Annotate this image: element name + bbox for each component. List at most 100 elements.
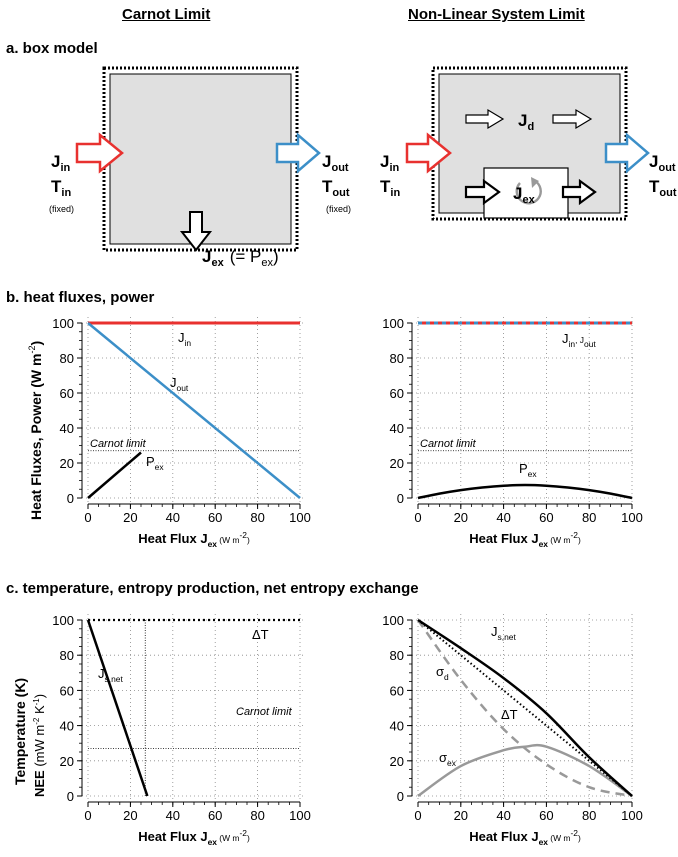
y-tick-label: 80 bbox=[390, 648, 404, 663]
x-tick-label: 60 bbox=[539, 808, 553, 823]
y-tick-label: 60 bbox=[60, 683, 74, 698]
engine-in-arrow-icon bbox=[464, 178, 501, 206]
jsnet-annotation: Js,net bbox=[491, 624, 516, 642]
tin-label: Tin bbox=[380, 177, 400, 199]
x-tick-label: 60 bbox=[208, 808, 222, 823]
y-tick-label: 20 bbox=[390, 456, 404, 471]
jout-arrow-icon bbox=[275, 132, 321, 174]
x-axis-label: Heat Flux Jex (W m-2) bbox=[469, 530, 581, 549]
sigma-d-annotation: σd bbox=[436, 664, 449, 682]
jd-arrow-icon bbox=[552, 108, 593, 130]
delta-t-annotation: ΔT bbox=[252, 627, 269, 642]
y-tick-label: 20 bbox=[60, 754, 74, 769]
sigma-ex-curve bbox=[417, 743, 633, 798]
y-tick-label: 0 bbox=[397, 491, 404, 506]
jd-label: Jd bbox=[518, 111, 534, 133]
column-title-carnot: Carnot Limit bbox=[122, 6, 211, 23]
y-tick-label: 80 bbox=[60, 648, 74, 663]
cycle-icon bbox=[515, 179, 542, 205]
jin-label: Jin bbox=[51, 152, 71, 174]
x-tick-label: 100 bbox=[289, 510, 311, 525]
pex-curve bbox=[417, 483, 633, 500]
x-tick-label: 40 bbox=[496, 808, 510, 823]
tout-label: Tout bbox=[649, 177, 677, 199]
y-tick-label: 40 bbox=[390, 719, 404, 734]
y-tick-label: 60 bbox=[60, 386, 74, 401]
x-tick-label: 100 bbox=[289, 808, 311, 823]
section-title-temperature: c. temperature, entropy production, net … bbox=[6, 580, 419, 597]
jex-arrow-icon bbox=[179, 211, 213, 252]
b-ylabel: Heat Fluxes, Power (W m-2) bbox=[27, 341, 44, 520]
carnot-limit-label: Carnot limit bbox=[420, 438, 477, 450]
y-tick-label: 80 bbox=[390, 351, 404, 366]
delta-t-line bbox=[417, 619, 633, 797]
svg-text:Temperature (K): Temperature (K) bbox=[12, 678, 28, 785]
tout-label: Tout bbox=[322, 177, 350, 199]
delta-t-annotation: ΔT bbox=[501, 707, 518, 722]
y-tick-label: 0 bbox=[397, 789, 404, 804]
x-tick-label: 20 bbox=[123, 808, 137, 823]
x-tick-label: 0 bbox=[414, 510, 421, 525]
x-axis-label: Heat Flux Jex (W m-2) bbox=[138, 828, 250, 847]
carnot-limit-label: Carnot limit bbox=[90, 438, 147, 450]
y-tick-label: 100 bbox=[52, 613, 74, 628]
x-axis-label: Heat Flux Jex (W m-2) bbox=[138, 530, 250, 549]
box-model-diagram: Jin Tin (fixed) Jout Tout (fixed) Jex (= … bbox=[49, 66, 677, 269]
section-title-box-model: a. box model bbox=[6, 40, 98, 57]
cycle-arrowhead-icon bbox=[531, 177, 539, 188]
y-tick-label: 40 bbox=[60, 719, 74, 734]
y-tick-label: 20 bbox=[60, 456, 74, 471]
fixed-label: (fixed) bbox=[326, 204, 351, 214]
y-tick-label: 60 bbox=[390, 386, 404, 401]
x-tick-label: 40 bbox=[166, 510, 180, 525]
section-title-heat-fluxes: b. heat fluxes, power bbox=[6, 289, 155, 306]
x-tick-label: 100 bbox=[621, 510, 643, 525]
y-tick-label: 100 bbox=[382, 613, 404, 628]
y-tick-label: 20 bbox=[390, 754, 404, 769]
x-tick-label: 80 bbox=[582, 808, 596, 823]
c-ylabel: Temperature (K) NEE (mW m-2 K-1) bbox=[12, 678, 47, 797]
jex-pex-label: Jex (= Pex) bbox=[202, 247, 279, 269]
y-tick-label: 100 bbox=[52, 316, 74, 331]
jin-annotation: Jin bbox=[178, 330, 191, 348]
x-tick-label: 40 bbox=[166, 808, 180, 823]
jout-line bbox=[87, 322, 301, 499]
jd-arrow-icon bbox=[465, 108, 505, 130]
sigma-ex-annotation: σex bbox=[439, 750, 457, 768]
jsnet-line bbox=[86, 619, 149, 797]
fixed-label: (fixed) bbox=[49, 204, 74, 214]
column-title-nonlinear: Non-Linear System Limit bbox=[408, 6, 585, 23]
tin-label: Tin bbox=[51, 177, 71, 199]
x-tick-label: 40 bbox=[496, 510, 510, 525]
x-tick-label: 0 bbox=[84, 808, 91, 823]
x-tick-label: 20 bbox=[123, 510, 137, 525]
jin-arrow-icon bbox=[405, 132, 452, 174]
x-tick-label: 20 bbox=[454, 510, 468, 525]
pex-line bbox=[87, 451, 142, 499]
engine-out-arrow-icon bbox=[561, 178, 597, 206]
jin-jout-annotation: Jin, Jout bbox=[562, 331, 596, 349]
x-tick-label: 60 bbox=[539, 510, 553, 525]
jsnet-annotation: Js,net bbox=[98, 666, 123, 684]
jout-arrow-icon bbox=[604, 132, 650, 174]
x-tick-label: 80 bbox=[582, 510, 596, 525]
sigma-d-curve bbox=[416, 619, 633, 798]
y-tick-label: 100 bbox=[382, 316, 404, 331]
y-tick-label: 60 bbox=[390, 683, 404, 698]
x-tick-label: 60 bbox=[208, 510, 222, 525]
y-tick-label: 80 bbox=[60, 351, 74, 366]
pex-annotation: Pex bbox=[146, 454, 164, 472]
x-tick-label: 0 bbox=[84, 510, 91, 525]
y-tick-label: 0 bbox=[67, 789, 74, 804]
svg-text:Heat Fluxes, Power (W m-2): Heat Fluxes, Power (W m-2) bbox=[27, 341, 44, 520]
jout-label: Jout bbox=[649, 152, 676, 174]
jex-label: Jex bbox=[513, 184, 536, 206]
x-axis-label: Heat Flux Jex (W m-2) bbox=[469, 828, 581, 847]
y-tick-label: 40 bbox=[390, 421, 404, 436]
jout-label: Jout bbox=[322, 152, 349, 174]
x-tick-label: 80 bbox=[250, 808, 264, 823]
y-tick-label: 40 bbox=[60, 421, 74, 436]
y-tick-label: 0 bbox=[67, 491, 74, 506]
jin-label: Jin bbox=[380, 152, 400, 174]
